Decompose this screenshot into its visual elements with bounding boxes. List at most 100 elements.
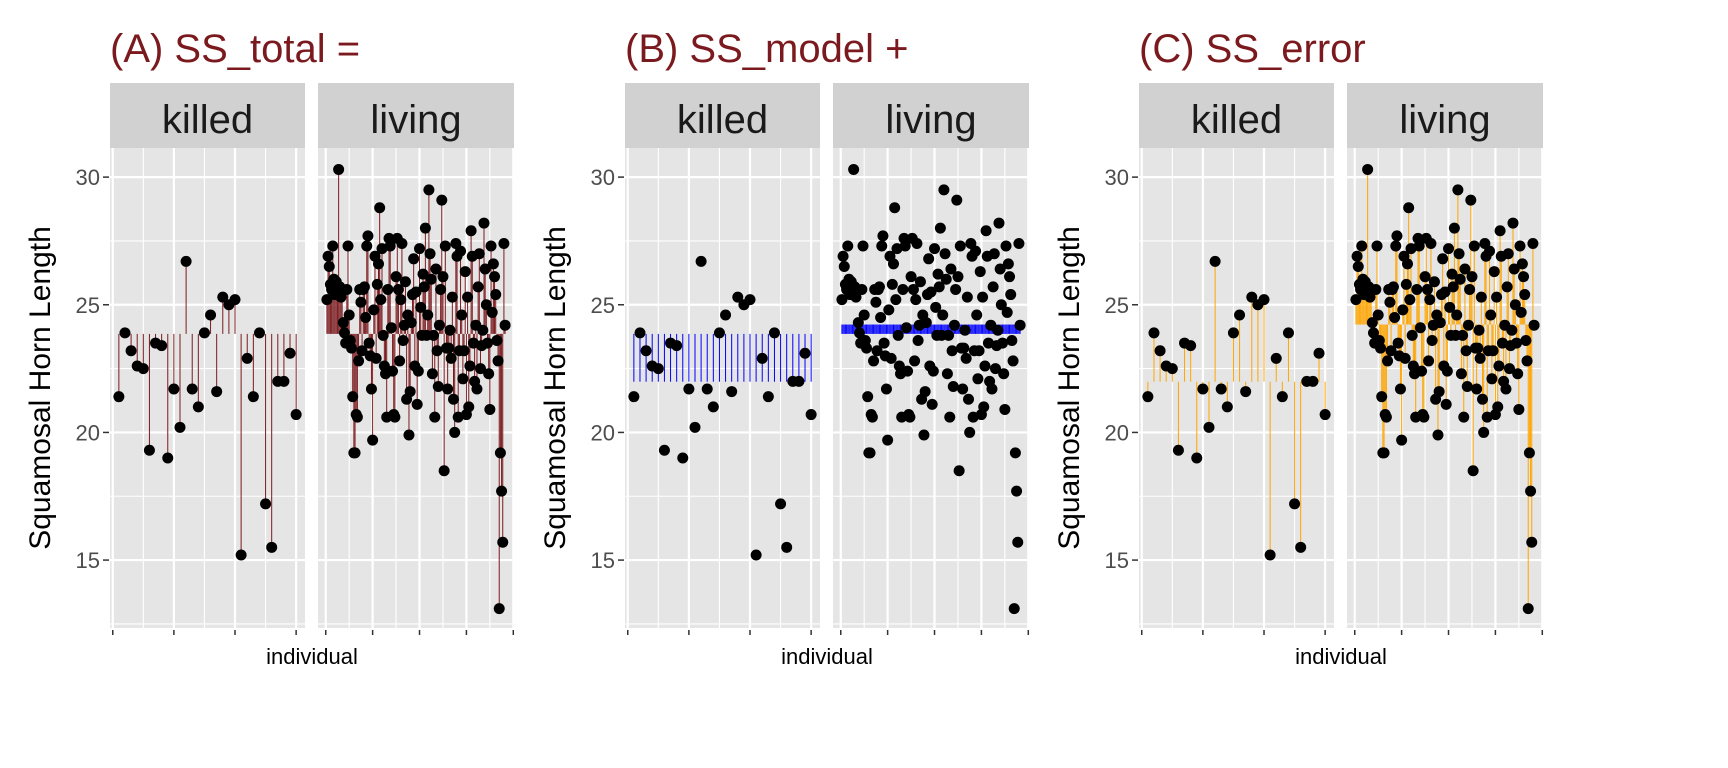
data-point	[266, 541, 278, 553]
data-point	[1009, 447, 1021, 459]
facet-strip-label: living	[1399, 98, 1490, 142]
data-point	[457, 373, 469, 385]
data-point	[394, 355, 406, 367]
data-point	[1454, 273, 1466, 285]
data-point	[448, 393, 460, 405]
data-point	[278, 375, 290, 387]
data-point	[768, 327, 780, 339]
data-point	[1459, 263, 1471, 275]
data-point	[892, 329, 904, 341]
data-point	[973, 345, 985, 357]
data-point	[198, 327, 210, 339]
data-point	[1486, 373, 1498, 385]
data-point	[918, 429, 930, 441]
data-point	[1466, 271, 1478, 283]
data-point	[877, 230, 889, 242]
data-point	[1397, 304, 1409, 316]
data-point	[168, 383, 180, 395]
data-point	[1399, 352, 1411, 364]
data-point	[290, 409, 302, 421]
facet-strip-label: living	[885, 98, 976, 142]
data-point	[1390, 240, 1402, 252]
data-point	[856, 283, 868, 295]
data-point	[1432, 429, 1444, 441]
data-point	[1458, 411, 1470, 423]
data-point	[463, 401, 475, 413]
panel-title: (A) SS_total =	[110, 27, 360, 71]
data-point	[695, 255, 707, 267]
data-point	[958, 342, 970, 354]
data-point	[1475, 291, 1487, 303]
data-point	[1258, 294, 1270, 306]
data-point	[1515, 306, 1527, 318]
data-point	[883, 304, 895, 316]
data-point	[424, 248, 436, 260]
data-point	[1362, 163, 1374, 175]
data-point	[1380, 411, 1392, 423]
data-point	[356, 345, 368, 357]
data-point	[426, 368, 438, 380]
data-point	[217, 291, 229, 303]
data-point	[338, 327, 350, 339]
data-point	[443, 342, 455, 354]
data-point	[1474, 352, 1486, 364]
data-point	[437, 271, 449, 283]
data-point	[634, 327, 646, 339]
data-point	[1452, 184, 1464, 196]
data-point	[937, 309, 949, 321]
data-point	[390, 271, 402, 283]
data-point	[322, 250, 334, 262]
data-point	[904, 411, 916, 423]
data-point	[343, 309, 355, 321]
data-point	[392, 283, 404, 295]
data-point	[902, 365, 914, 377]
data-point	[1234, 309, 1246, 321]
data-point	[992, 324, 1004, 336]
data-point	[1166, 363, 1178, 375]
data-point	[482, 337, 494, 349]
data-point	[1447, 281, 1459, 293]
data-point	[1014, 319, 1026, 331]
data-point	[490, 289, 502, 301]
data-point	[952, 271, 964, 283]
data-point	[959, 324, 971, 336]
data-point	[805, 409, 817, 421]
data-point	[347, 391, 359, 403]
data-point	[473, 248, 485, 260]
data-point	[370, 352, 382, 364]
data-point	[1471, 383, 1483, 395]
data-point	[396, 237, 408, 249]
data-point	[1437, 253, 1449, 265]
data-point	[1514, 240, 1526, 252]
data-point	[143, 444, 155, 456]
data-point	[978, 401, 990, 413]
data-point	[1391, 230, 1403, 242]
data-point	[483, 368, 495, 380]
data-point	[964, 426, 976, 438]
data-point	[1172, 444, 1184, 456]
data-point	[1240, 386, 1252, 398]
data-point	[1468, 240, 1480, 252]
data-point	[1371, 240, 1383, 252]
data-point	[211, 386, 223, 398]
data-point	[1464, 283, 1476, 295]
data-point	[1423, 355, 1435, 367]
data-point	[445, 352, 457, 364]
data-point	[422, 309, 434, 321]
data-point	[429, 411, 441, 423]
data-point	[1006, 335, 1018, 347]
data-point	[119, 327, 131, 339]
data-point	[1001, 306, 1013, 318]
data-point	[1478, 426, 1490, 438]
data-point	[1215, 383, 1227, 395]
data-point	[868, 355, 880, 367]
data-point	[337, 317, 349, 329]
facet-strip	[110, 83, 305, 148]
data-point	[1492, 401, 1504, 413]
data-point	[957, 383, 969, 395]
data-point	[720, 309, 732, 321]
data-point	[346, 342, 358, 354]
data-point	[1396, 434, 1408, 446]
data-point	[1418, 411, 1430, 423]
data-point	[689, 421, 701, 433]
